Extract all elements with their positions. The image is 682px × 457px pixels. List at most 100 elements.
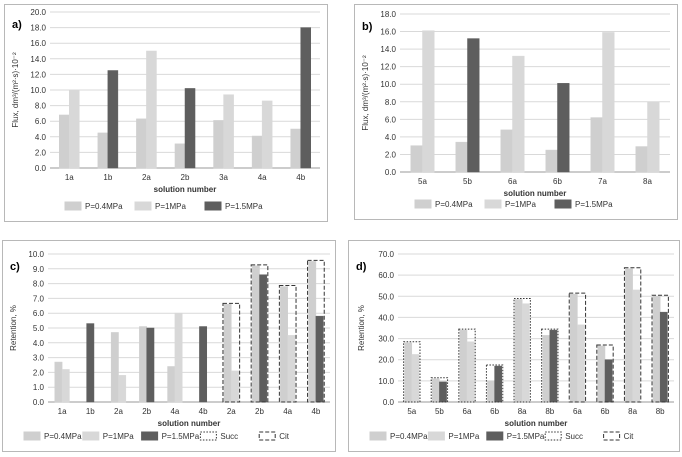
chart-d-bar xyxy=(542,335,551,403)
chart-a-bar xyxy=(146,50,157,169)
chart-c-legend-label: P=0.4MPa xyxy=(44,432,82,441)
chart-d-ytick-label: 40.0 xyxy=(378,313,394,322)
chart-panel-d: 0.0 10.0 20.0 30.0 40.0 50.0 60.0 70.0 d) Retenti… xyxy=(348,240,680,452)
chart-a-ytick-label: 12.0 xyxy=(30,70,46,79)
chart-a-xtick-label: 4b xyxy=(296,173,305,182)
chart-a-legend-label: P=1.5MPa xyxy=(225,202,263,211)
chart-d-xtick-label: 6b xyxy=(490,407,499,416)
chart-c-group-border xyxy=(278,285,297,403)
chart-b-bar xyxy=(647,101,660,173)
chart-c-xtick-label: 2b xyxy=(142,407,151,416)
chart-c-xtick-label: 1b xyxy=(86,407,95,416)
chart-d-ytick-label: 70.0 xyxy=(378,250,394,259)
chart-d-legend-swatch xyxy=(369,431,387,441)
chart-b-xtick-label: 7a xyxy=(598,177,607,186)
chart-c-xtick-label: 4a xyxy=(283,407,292,416)
chart-b-ytick-label: 2.0 xyxy=(385,150,397,159)
chart-c-bar xyxy=(86,323,95,403)
chart-c-ytick-label: 9.0 xyxy=(33,265,45,274)
chart-c-xtick-label: 1a xyxy=(58,407,67,416)
chart-c-xtick-label: 2a xyxy=(114,407,123,416)
chart-c-group-border xyxy=(307,259,325,403)
chart-d-group-border xyxy=(596,344,614,403)
chart-b-bar xyxy=(557,83,570,173)
chart-c-bar xyxy=(61,369,70,403)
chart-d-bar xyxy=(652,296,661,403)
chart-c-bar xyxy=(54,361,63,403)
chart-a-panel-label: a) xyxy=(12,19,22,31)
chart-c-ytick-label: 3.0 xyxy=(33,354,45,363)
chart-a-bar xyxy=(261,100,273,169)
chart-d-ytick-label: 10.0 xyxy=(378,377,394,386)
chart-d-bar xyxy=(549,329,558,403)
chart-c-bar xyxy=(280,286,288,403)
chart-c-ytick-label: 10.0 xyxy=(28,250,44,259)
chart-d-xlabel: solution number xyxy=(505,419,568,428)
chart-c-panel-label: c) xyxy=(10,261,20,273)
chart-b-panel-label: b) xyxy=(362,21,373,33)
chart-b-bar xyxy=(422,30,435,173)
chart-d-group-border xyxy=(623,267,642,403)
chart-b-legend-label: P=1MPa xyxy=(505,200,536,209)
chart-c-bar xyxy=(199,326,208,403)
chart-b-bar xyxy=(467,38,480,173)
chart-d-legend-label: P=0.4MPa xyxy=(390,432,428,441)
chart-c-bar xyxy=(251,265,260,403)
chart-d-xtick-label: 6a xyxy=(573,407,582,416)
chart-d-legend-label: P=1MPa xyxy=(448,432,479,441)
chart-a-xtick-label: 1b xyxy=(103,173,112,182)
chart-c-legend-swatch xyxy=(141,431,159,441)
chart-b-ytick-label: 4.0 xyxy=(385,133,397,142)
chart-d-legend-label: P=1.5MPa xyxy=(507,432,545,441)
chart-a-bar xyxy=(290,128,301,169)
chart-a-bar xyxy=(213,120,224,169)
chart-b-legend-label: P=0.4MPa xyxy=(435,200,473,209)
chart-d-bar xyxy=(487,380,495,403)
chart-c-legend-label: P=1.5MPa xyxy=(162,432,200,441)
chart-b-ylabel: Flux, dm³/(m²·s)·10⁻² xyxy=(361,55,370,131)
chart-a-bar xyxy=(184,88,196,169)
chart-d-bar xyxy=(625,268,633,403)
chart-d-ytick-label: 50.0 xyxy=(378,292,394,301)
chart-a-ytick-label: 2.0 xyxy=(35,148,47,157)
chart-d-svg: 0.0 10.0 20.0 30.0 40.0 50.0 60.0 70.0 d) Retenti… xyxy=(348,240,680,452)
chart-d-group-border xyxy=(458,328,476,403)
chart-d-bar xyxy=(411,354,420,403)
chart-a-ytick-label: 14.0 xyxy=(30,55,46,64)
chart-b-bar xyxy=(500,129,513,173)
chart-c-bar xyxy=(287,335,296,403)
chart-d-bar xyxy=(521,303,530,403)
chart-a-ytick-label: 6.0 xyxy=(35,117,47,126)
chart-a-frame xyxy=(4,4,328,222)
chart-c-bar xyxy=(223,304,232,403)
chart-a-ylabel: Flux, dm³/(m²·s)·10⁻² xyxy=(11,52,20,128)
chart-c-bar xyxy=(139,326,147,403)
chart-c-bar xyxy=(231,370,239,403)
chart-c-legend-swatch xyxy=(82,431,100,441)
chart-b-ytick-label: 16.0 xyxy=(380,28,396,37)
chart-a-bar xyxy=(136,118,147,169)
chart-a-ytick-label: 18.0 xyxy=(30,24,46,33)
chart-b-xtick-label: 6b xyxy=(553,177,562,186)
chart-b-ytick-label: 8.0 xyxy=(385,98,397,107)
chart-a-svg: 0.0 2.0 4.0 6.0 8.0 10.0 12.0 14.0 16.0 18.0 20.0 a… xyxy=(4,4,328,222)
chart-d-legend-swatch xyxy=(544,431,562,441)
chart-b-bar xyxy=(410,145,423,173)
chart-c-bar xyxy=(110,332,119,403)
chart-d-bar xyxy=(404,342,413,403)
chart-b-bar xyxy=(512,55,525,173)
chart-panel-c: 0.0 1.0 2.0 3.0 4.0 5.0 6.0 7.0 8.0 9.0 10.0 c) Rete… xyxy=(2,240,336,452)
chart-a-legend-label: P=0.4MPa xyxy=(85,202,123,211)
chart-d-group-border xyxy=(651,294,669,403)
chart-c-xtick-label: 4b xyxy=(311,407,320,416)
chart-d-group-border xyxy=(541,328,559,403)
chart-d-bar xyxy=(466,341,475,403)
chart-a-bar xyxy=(174,143,186,169)
chart-c-ytick-label: 5.0 xyxy=(33,324,45,333)
chart-d-bar xyxy=(459,329,468,403)
chart-a-ytick-label: 16.0 xyxy=(30,39,46,48)
chart-a-ytick-label: 20.0 xyxy=(30,8,46,17)
chart-a-xtick-label: 3a xyxy=(219,173,228,182)
chart-d-bar xyxy=(514,299,523,403)
chart-d-group-border xyxy=(485,364,504,403)
